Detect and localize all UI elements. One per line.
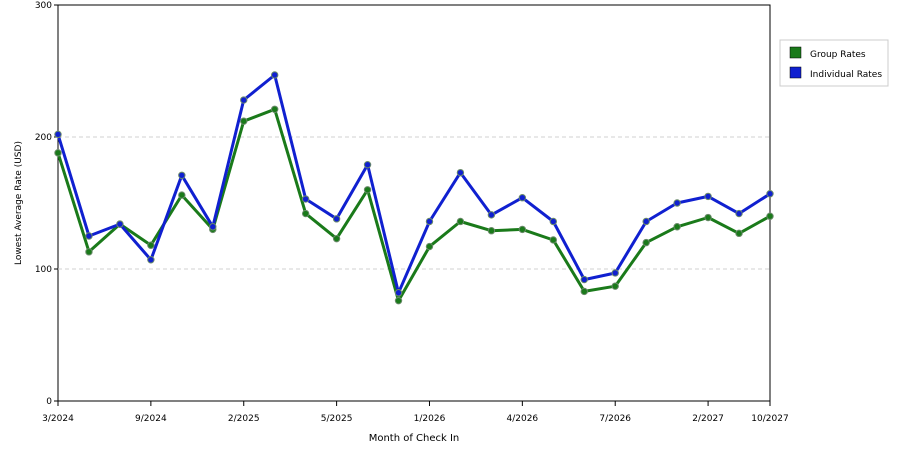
plot-area bbox=[57, 4, 771, 402]
legend-label-group: Group Rates bbox=[810, 50, 866, 60]
data-point-group bbox=[549, 236, 558, 244]
x-tick-label: 7/2026 bbox=[599, 414, 631, 424]
data-point-individual bbox=[518, 194, 527, 202]
data-point-group bbox=[85, 248, 93, 256]
series-lines bbox=[54, 71, 774, 305]
data-point-individual bbox=[704, 192, 712, 201]
legend-swatch-individual bbox=[789, 66, 802, 79]
y-axis-label: Lowest Average Rate (USD) bbox=[14, 141, 24, 265]
y-tick-label: 300 bbox=[35, 1, 52, 11]
data-point-individual bbox=[766, 190, 774, 198]
x-axis-label: Month of Check In bbox=[369, 433, 460, 444]
data-point-group bbox=[456, 217, 465, 226]
legend: Group Rates Individual Rates bbox=[779, 39, 889, 87]
data-point-group bbox=[301, 209, 310, 218]
data-point-group bbox=[240, 117, 248, 125]
data-point-group bbox=[642, 238, 650, 247]
data-point-individual bbox=[85, 232, 93, 240]
data-point-individual bbox=[425, 217, 434, 226]
data-point-individual bbox=[332, 215, 341, 223]
data-point-group bbox=[394, 296, 403, 305]
data-point-individual bbox=[270, 71, 279, 79]
data-point-individual bbox=[240, 96, 248, 104]
data-point-group bbox=[54, 149, 62, 157]
data-point-group bbox=[363, 186, 372, 194]
data-point-individual bbox=[178, 171, 186, 179]
data-point-individual bbox=[209, 223, 217, 231]
data-point-individual bbox=[147, 256, 155, 264]
data-point-individual bbox=[456, 168, 465, 177]
data-point-individual bbox=[363, 161, 372, 169]
y-tick-label: 200 bbox=[35, 133, 52, 143]
axes: 0 100 200 300 3/2024 9/2024 2/2025 5/2025 1/2026… bbox=[35, 1, 789, 424]
data-point-group bbox=[178, 191, 186, 199]
data-point-individual bbox=[642, 217, 650, 226]
data-point-individual bbox=[116, 220, 124, 228]
x-tick-label: 10/2027 bbox=[751, 414, 788, 424]
data-point-group bbox=[704, 213, 712, 222]
data-point-group bbox=[147, 241, 155, 249]
data-point-group bbox=[425, 242, 434, 251]
series-line-individual bbox=[56, 73, 771, 295]
y-tick-label: 0 bbox=[46, 397, 52, 407]
x-tick-label: 4/2026 bbox=[507, 414, 539, 424]
data-point-individual bbox=[54, 130, 62, 139]
data-point-group bbox=[735, 229, 743, 238]
data-point-group bbox=[673, 223, 681, 231]
legend-swatch-group bbox=[789, 46, 802, 59]
x-tick-label: 2/2025 bbox=[228, 414, 260, 424]
data-point-individual bbox=[673, 199, 681, 207]
x-tick-label: 5/2025 bbox=[321, 414, 353, 424]
x-tick-label: 1/2026 bbox=[414, 414, 446, 424]
data-point-individual bbox=[611, 269, 619, 277]
data-point-group bbox=[766, 212, 774, 220]
data-point-individual bbox=[580, 275, 588, 284]
data-point-group bbox=[580, 287, 588, 296]
data-point-group bbox=[270, 105, 279, 113]
data-point-individual bbox=[301, 195, 310, 203]
data-point-group bbox=[487, 227, 496, 235]
data-point-individual bbox=[549, 217, 558, 226]
data-point-individual bbox=[394, 289, 403, 297]
data-point-group bbox=[518, 225, 527, 234]
x-tick-label: 9/2024 bbox=[135, 414, 167, 424]
data-point-group bbox=[332, 234, 341, 243]
data-point-group bbox=[611, 282, 619, 290]
data-point-individual bbox=[487, 211, 496, 219]
x-tick-label: 2/2027 bbox=[692, 414, 724, 424]
legend-label-individual: Individual Rates bbox=[810, 70, 882, 80]
data-point-individual bbox=[735, 209, 743, 218]
y-tick-label: 100 bbox=[35, 265, 52, 275]
series-line-group bbox=[56, 107, 771, 303]
x-tick-label: 3/2024 bbox=[42, 414, 74, 424]
